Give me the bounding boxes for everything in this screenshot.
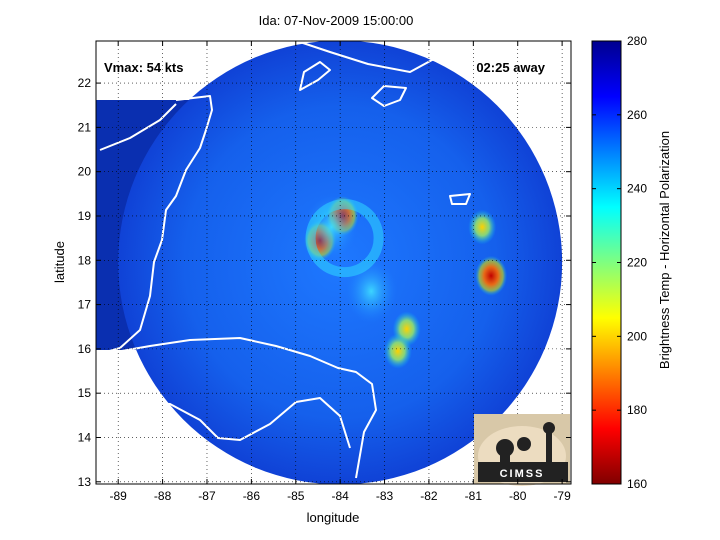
y-tick-label: 19 xyxy=(78,209,92,223)
x-tick-label: -89 xyxy=(110,489,128,503)
colorbar-tick-label: 260 xyxy=(627,108,647,122)
data-layer xyxy=(96,41,571,484)
colorbar-ticks: 160 180 200 220 240 260 280 xyxy=(592,34,647,491)
x-tick-label: -80 xyxy=(509,489,527,503)
y-tick-label: 13 xyxy=(78,475,92,489)
x-tick-label: -86 xyxy=(243,489,261,503)
x-axis-label: longitude xyxy=(307,510,360,525)
colorbar-tick-label: 180 xyxy=(627,403,647,417)
x-tick-label: -83 xyxy=(376,489,394,503)
convection-cell-2 xyxy=(475,255,508,296)
x-tick-label: -84 xyxy=(331,489,349,503)
eyewall-ring xyxy=(305,199,384,278)
chart-title: Ida: 07-Nov-2009 15:00:00 xyxy=(259,13,414,28)
swath-disk xyxy=(118,41,563,484)
y-tick-label: 22 xyxy=(78,76,92,90)
x-tick-label: -87 xyxy=(198,489,216,503)
colorbar-tick-label: 280 xyxy=(627,34,647,48)
colorbar-tick-label: 220 xyxy=(627,256,647,270)
colorbar-tick-label: 200 xyxy=(627,329,647,343)
logo-text: CIMSS xyxy=(500,468,545,480)
y-tick-label: 20 xyxy=(78,165,92,179)
time-offset-label: 02:25 away xyxy=(476,60,545,75)
y-tick-label: 15 xyxy=(78,386,92,400)
x-tick-label: -88 xyxy=(154,489,172,503)
cimss-logo: CIMSS xyxy=(474,414,570,486)
colorbar-label: Brightness Temp - Horizontal Polarizatio… xyxy=(657,131,672,369)
x-tick-label: -82 xyxy=(420,489,438,503)
x-ticks: -89 -88 -87 -86 -85 -84 -83 -82 -81 -80 -79 xyxy=(110,41,571,503)
convection-cell-5 xyxy=(383,333,412,369)
convection-cells xyxy=(304,194,508,369)
convection-cell-7 xyxy=(345,258,398,324)
y-tick-label: 16 xyxy=(78,342,92,356)
y-tick-label: 14 xyxy=(78,430,92,444)
y-ticks: 13 14 15 16 17 18 19 20 21 22 xyxy=(78,76,571,489)
axes-frame xyxy=(95,40,572,485)
convection-cell-3 xyxy=(468,209,497,245)
vmax-label: Vmax: 54 kts xyxy=(104,60,184,75)
x-tick-label: -85 xyxy=(287,489,305,503)
y-axis-label: latitude xyxy=(52,241,67,283)
y-tick-label: 18 xyxy=(78,253,92,267)
colorbar-tick-label: 240 xyxy=(627,182,647,196)
coastlines xyxy=(96,41,471,479)
colorbar-tick-label: 160 xyxy=(627,477,647,491)
y-tick-label: 17 xyxy=(78,298,92,312)
x-tick-label: -79 xyxy=(553,489,571,503)
y-tick-label: 21 xyxy=(78,120,92,134)
x-tick-label: -81 xyxy=(465,489,483,503)
colorbar xyxy=(591,40,622,485)
